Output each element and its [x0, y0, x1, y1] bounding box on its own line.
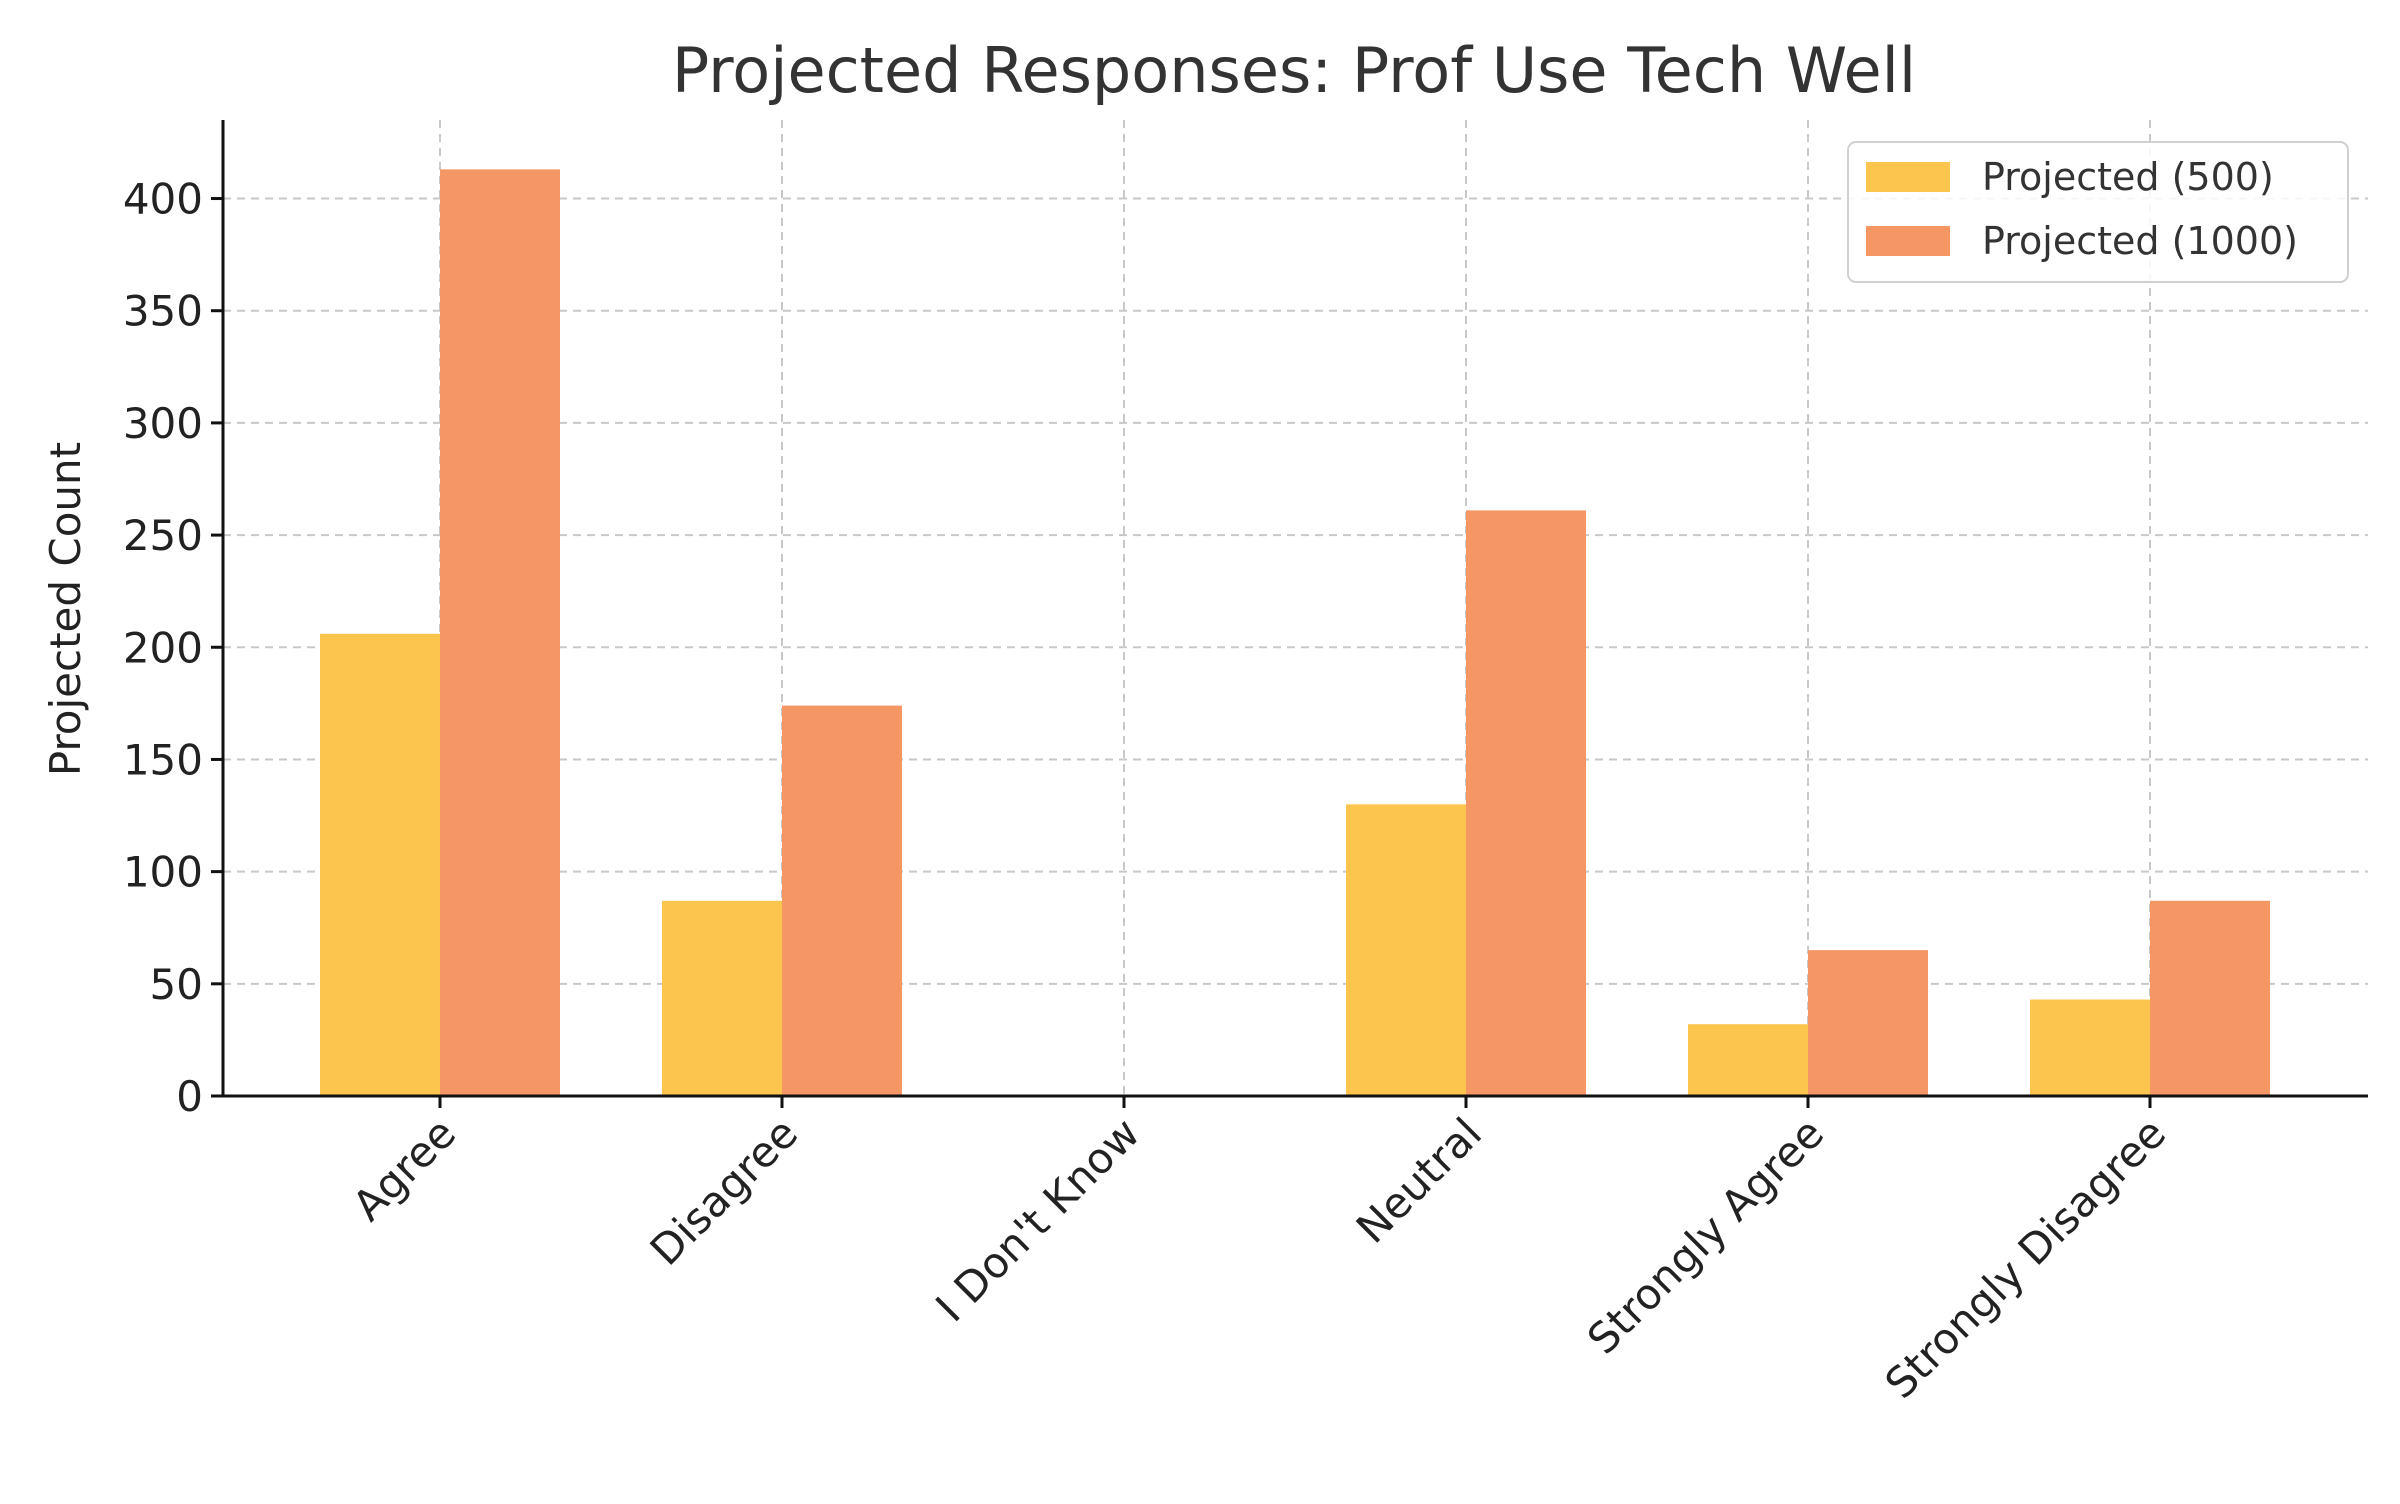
y-tick-label-150: 150: [123, 735, 203, 784]
y-axis-label: Projected Count: [41, 442, 90, 776]
bar-projected-500-strongly-disagree: [2030, 999, 2150, 1096]
bar-projected-1000-strongly-disagree: [2150, 900, 2270, 1096]
y-tick-label-250: 250: [123, 511, 203, 560]
legend-label-projected-1000: Projected (1000): [1982, 219, 2298, 263]
chart-title: Projected Responses: Prof Use Tech Well: [672, 34, 1916, 107]
bar-projected-500-agree: [320, 633, 440, 1096]
bar-projected-500-strongly-agree: [1688, 1024, 1808, 1096]
y-tick-label-350: 350: [123, 287, 203, 336]
bars: [320, 169, 2270, 1097]
x-tick-label-i-don-t-know: I Don't Know: [926, 1108, 1149, 1331]
bar-projected-1000-agree: [440, 169, 560, 1097]
bar-projected-1000-neutral: [1466, 510, 1586, 1096]
y-tick-label-0: 0: [176, 1072, 203, 1121]
y-tick-label-300: 300: [123, 399, 203, 448]
y-tick-label-50: 50: [150, 960, 203, 1009]
x-tick-label-strongly-disagree: Strongly Disagree: [1876, 1108, 2176, 1408]
bar-projected-500-disagree: [662, 900, 782, 1096]
y-tick-label-400: 400: [123, 175, 203, 224]
legend-frame: [1847, 141, 2349, 283]
y-tick-label-200: 200: [123, 623, 203, 672]
bar-projected-1000-strongly-agree: [1808, 950, 1928, 1096]
legend: Projected (500) Projected (1000): [1847, 141, 2349, 283]
legend-swatch-projected-1000: [1866, 226, 1950, 256]
legend-label-projected-500: Projected (500): [1982, 155, 2274, 199]
x-tick-label-neutral: Neutral: [1347, 1108, 1491, 1252]
axes: [221, 120, 2368, 1098]
x-tick-label-strongly-agree: Strongly Agree: [1578, 1108, 1833, 1363]
bar-projected-1000-disagree: [782, 705, 902, 1096]
legend-swatch-projected-500: [1866, 162, 1950, 192]
x-tick-label-disagree: Disagree: [641, 1108, 807, 1274]
bar-projected-500-neutral: [1346, 804, 1466, 1096]
x-tick-label-agree: Agree: [343, 1108, 465, 1230]
y-tick-label-100: 100: [123, 848, 203, 897]
